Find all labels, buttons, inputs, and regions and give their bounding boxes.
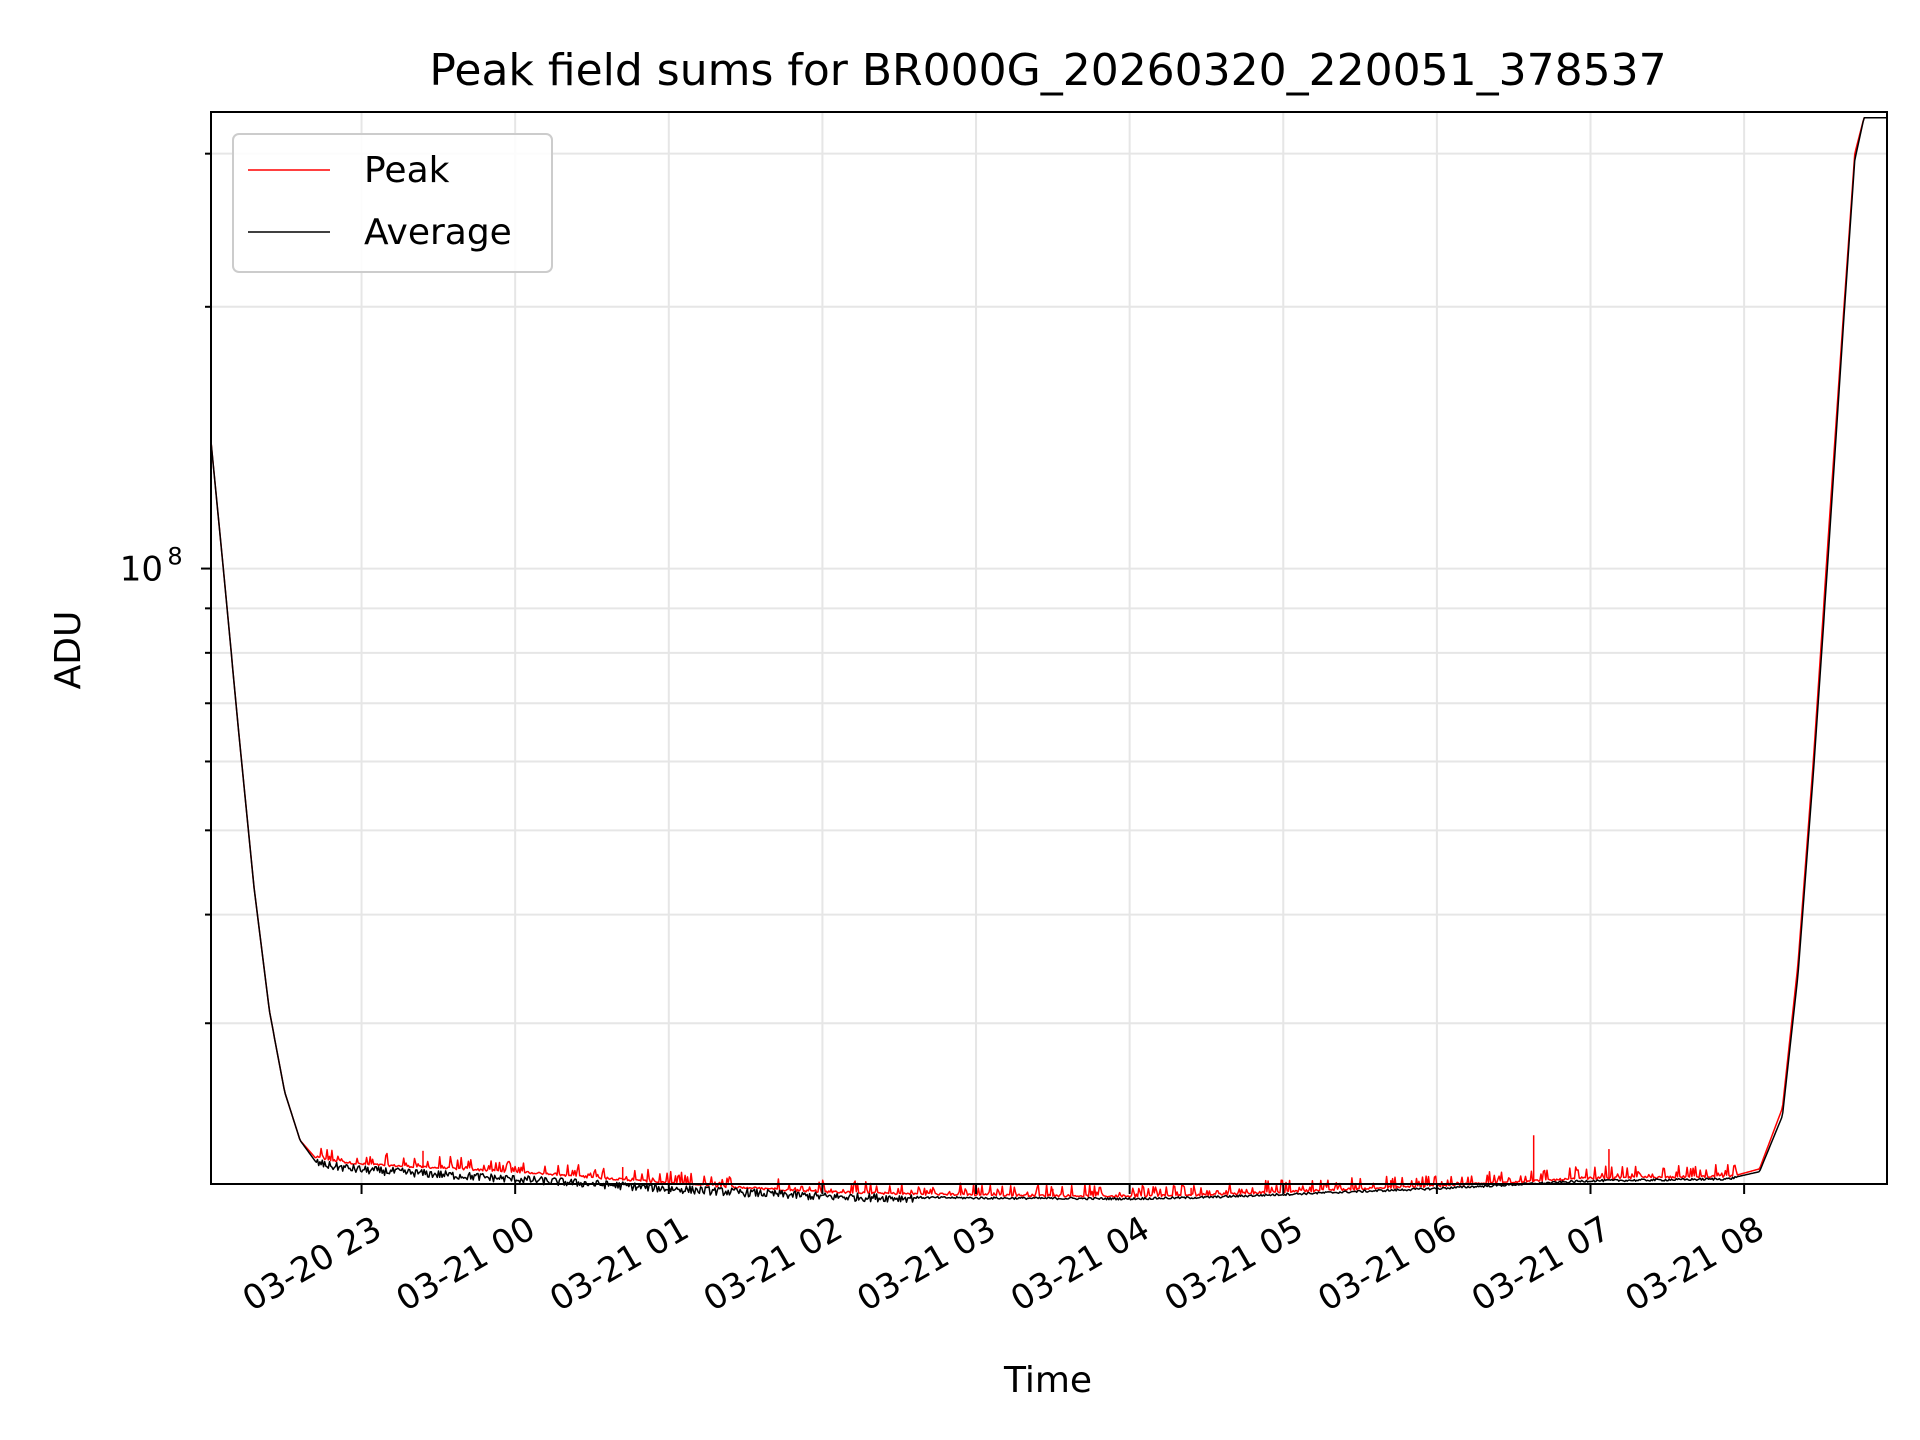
y-axis: 10 8: [120, 152, 211, 1025]
series-line-average: [210, 116, 1887, 1203]
legend: Peak Average: [232, 133, 553, 273]
series-line-peak: [210, 116, 1887, 1198]
y-tick-label-exponent: 8: [167, 543, 182, 571]
plot-frame: [210, 111, 1888, 1185]
y-tick-label: 10: [120, 550, 163, 590]
legend-label-average: Average: [364, 212, 512, 253]
y-axis-label: ADU: [48, 611, 89, 690]
x-axis-label: Time: [1003, 1360, 1092, 1401]
legend-box: [232, 133, 553, 273]
grid: [211, 112, 1887, 1184]
series-layer: [210, 116, 1887, 1203]
chart-title: Peak field sums for BR000G_20260320_2200…: [429, 45, 1666, 96]
legend-label-peak: Peak: [364, 150, 450, 191]
